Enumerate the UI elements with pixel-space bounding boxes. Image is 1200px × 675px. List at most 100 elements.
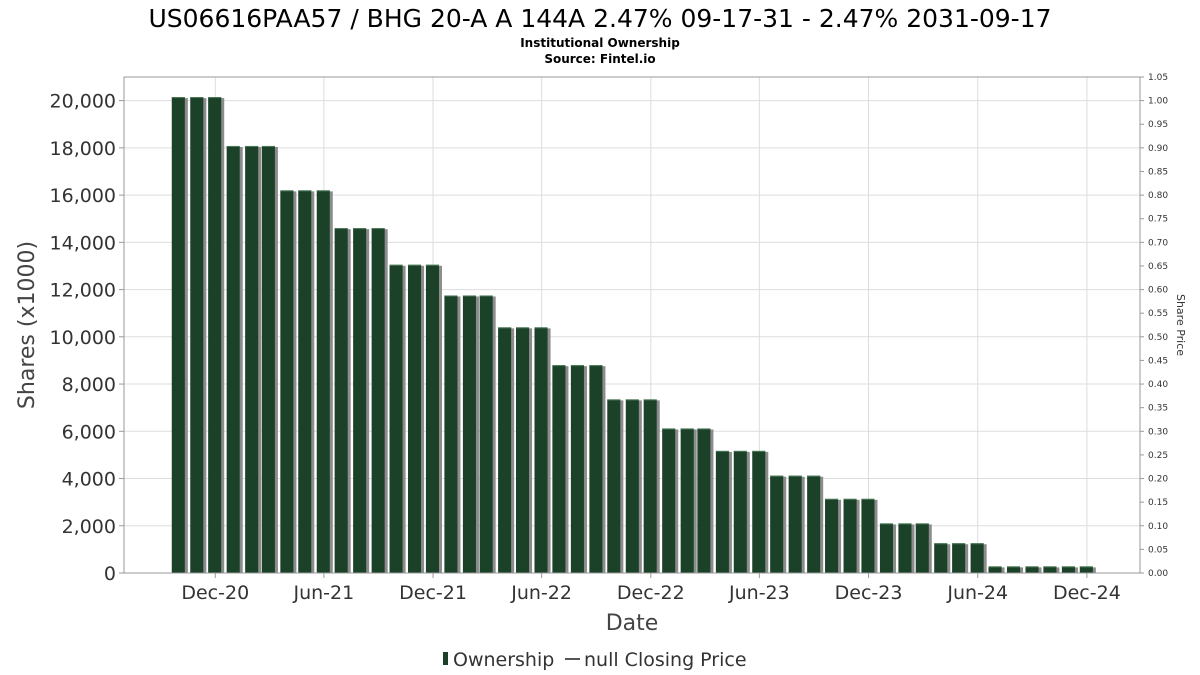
bar-body	[1043, 566, 1057, 573]
bar-body	[607, 399, 621, 573]
bar-body	[662, 428, 676, 573]
bar	[752, 450, 769, 573]
y2-tick-label: 0.25	[1148, 451, 1168, 461]
bar	[298, 190, 315, 573]
bar-body	[970, 543, 984, 573]
y-tick-label: 6,000	[62, 421, 116, 443]
bar-body	[1025, 566, 1039, 573]
bar-body	[752, 450, 766, 573]
bar	[371, 228, 388, 573]
bar	[552, 365, 569, 573]
plot-frame	[123, 76, 1141, 574]
bar-body	[261, 145, 275, 573]
bar	[226, 145, 243, 573]
bar	[861, 498, 878, 573]
bar-body	[280, 190, 294, 573]
bar-body	[715, 450, 729, 573]
y2-tick-label: 0.90	[1148, 144, 1168, 154]
bar-body	[498, 327, 512, 573]
y-axis-ticks: 0 2,000 4,000 6,000 8,000 10,000 12,000 14,000 1…	[50, 91, 124, 585]
legend-ownership-label: Ownership	[453, 649, 554, 671]
bar-body	[843, 498, 857, 573]
bar	[479, 295, 496, 573]
y2-tick-label: 1.05	[1148, 73, 1168, 83]
x-tick-label: Dec-20	[181, 582, 249, 604]
y-axis-label: Shares (x1000)	[15, 241, 40, 409]
bar	[607, 399, 624, 573]
bar-body	[226, 145, 240, 573]
x-tick-label: Dec-22	[617, 582, 685, 604]
bar-body	[353, 228, 367, 573]
y2-tick-label: 0.60	[1148, 286, 1168, 296]
y2-axis-label: Share Price	[1174, 294, 1187, 356]
chart-title: US06616PAA57 / BHG 20-A A 144A 2.47% 09-…	[148, 4, 1051, 33]
chart-subtitle-2: Source: Fintel.io	[544, 52, 655, 66]
bar-body	[807, 475, 821, 573]
y-tick-label: 12,000	[50, 280, 116, 302]
bar	[733, 450, 750, 573]
bar	[498, 327, 515, 573]
bar	[1079, 566, 1096, 573]
bar-body	[534, 327, 548, 573]
bar-body	[552, 365, 566, 573]
bar	[970, 543, 987, 573]
legend-ownership-swatch	[443, 652, 448, 665]
bar	[1061, 566, 1078, 573]
chart-subtitle-1: Institutional Ownership	[520, 36, 680, 50]
bar-body	[462, 295, 476, 573]
y2-axis-ticks: 0.00 0.05 0.10 0.15 0.20 0.25 0.30 0.35 0.40 0.45…	[1140, 73, 1168, 579]
bar	[898, 523, 915, 573]
x-axis-ticks: Dec-20 Jun-21 Dec-21 Jun-22 Dec-22 Jun-23 Dec-…	[181, 573, 1121, 604]
bar-body	[861, 498, 875, 573]
bar-body	[1061, 566, 1075, 573]
y-tick-label: 10,000	[50, 327, 116, 349]
bar	[788, 475, 805, 573]
bar	[770, 475, 787, 573]
bar	[843, 498, 860, 573]
bar-body	[898, 523, 912, 573]
y2-tick-label: 1.00	[1148, 97, 1168, 107]
y-tick-label: 0	[104, 563, 116, 585]
bar-body	[316, 190, 330, 573]
x-tick-label: Jun-21	[292, 582, 354, 604]
bar	[316, 190, 333, 573]
bar-body	[934, 543, 948, 573]
bar	[589, 365, 606, 573]
bar-body	[389, 264, 403, 573]
bar	[570, 365, 587, 573]
bar	[915, 523, 932, 573]
bar	[190, 97, 207, 574]
bar-body	[697, 428, 711, 573]
y-tick-label: 14,000	[50, 232, 116, 254]
bar-body	[915, 523, 929, 573]
bar-body	[825, 498, 839, 573]
bar-body	[334, 228, 348, 573]
y-tick-label: 4,000	[62, 469, 116, 491]
y2-tick-label: 0.15	[1148, 498, 1168, 508]
y-tick-label: 16,000	[50, 185, 116, 207]
bars	[171, 97, 1096, 574]
bar	[988, 566, 1005, 573]
bar	[334, 228, 351, 573]
bar-body	[589, 365, 603, 573]
bar-body	[515, 327, 530, 573]
bar	[425, 264, 442, 573]
x-tick-label: Dec-24	[1053, 582, 1121, 604]
bar-body	[625, 399, 639, 573]
bar	[171, 97, 188, 574]
bar-body	[770, 475, 784, 573]
bar-body	[570, 365, 584, 573]
bar	[934, 543, 951, 573]
bar-body	[680, 428, 694, 573]
y2-tick-label: 0.95	[1148, 120, 1168, 130]
bar-body	[988, 566, 1002, 573]
bar	[261, 145, 278, 573]
bar	[245, 145, 262, 573]
bar-body	[952, 543, 966, 573]
x-tick-label: Jun-24	[946, 582, 1008, 604]
bar	[408, 264, 425, 573]
bar-body	[298, 190, 312, 573]
bar	[1006, 566, 1024, 573]
bar-body	[171, 97, 185, 574]
